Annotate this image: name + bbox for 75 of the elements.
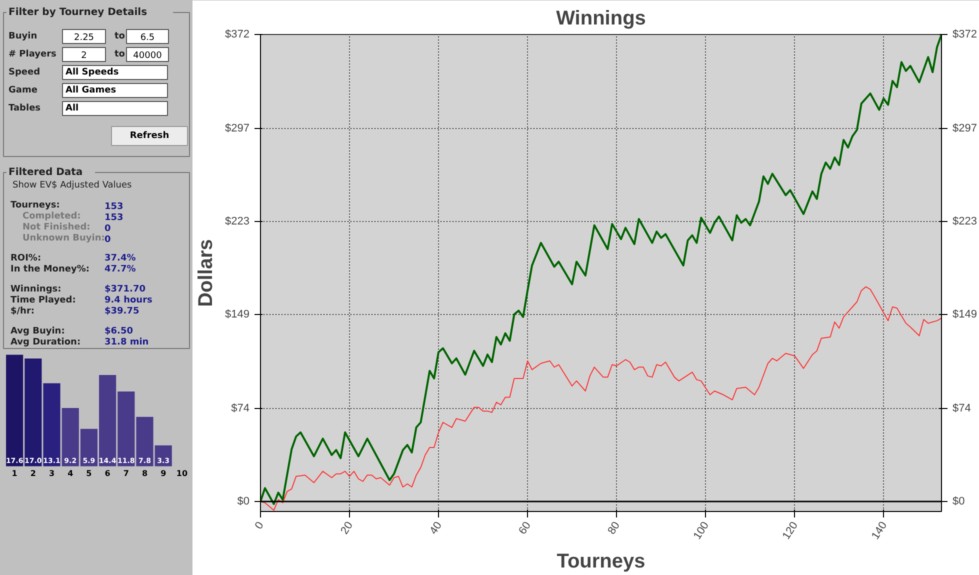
text: $/hr: [10, 306, 34, 316]
text: Show EV$ Adjusted Values [12, 180, 132, 190]
x-tick-label: 80 [606, 520, 622, 537]
x-tick-label: 4 [68, 468, 74, 478]
text: 0 [104, 224, 111, 234]
y2-tick-label: $223 [952, 216, 977, 228]
text: 9.4 hours [104, 296, 152, 306]
line-series [260, 34, 942, 505]
x-tick-label: 20 [338, 520, 356, 537]
x-axis-title: Tourneys [556, 550, 646, 572]
text: Game [8, 86, 38, 96]
text: Tourneys: [10, 200, 60, 210]
y-axis-title: Dollars [195, 239, 218, 307]
text: Time Played: [10, 296, 76, 306]
text: 31.8 min [104, 338, 149, 348]
text: 2.25 [74, 33, 94, 43]
x-tick-label: 40 [428, 520, 444, 537]
x-tick-label: 9 [160, 468, 167, 478]
x-tick-label: 1 [12, 468, 18, 478]
text: All [66, 104, 79, 114]
x-tick-label: 5 [86, 468, 92, 478]
x-tick-label: 7 [123, 468, 129, 478]
text: Speed [8, 68, 40, 78]
text: 37.4% [104, 254, 136, 264]
y-tick-label: $0 [237, 495, 250, 508]
text: 40000 [133, 51, 162, 61]
text: Tables [8, 104, 41, 114]
text: Not Finished: [22, 222, 90, 232]
text: Refresh [130, 131, 170, 141]
text: Completed: [22, 212, 81, 222]
y-tick-label: $297 [225, 122, 250, 135]
text: 153 [104, 202, 124, 212]
y-tick-label: $372 [225, 28, 250, 40]
y2-tick-label: $372 [952, 28, 977, 40]
y2-tick-label: $149 [952, 308, 977, 320]
text: ROI%: [10, 254, 42, 264]
text: $6.50 [104, 326, 133, 336]
x-tick-label: 6 [104, 468, 111, 478]
text: $371.70 [104, 284, 146, 294]
text: to [114, 32, 125, 42]
text: Avg Duration: [10, 338, 81, 348]
text: All Speeds [66, 68, 119, 78]
text: # Players [8, 50, 56, 60]
chart-title: Winnings [556, 8, 646, 30]
text: Buyin [8, 32, 38, 42]
text: Unknown Buyin: [22, 234, 105, 244]
text: Avg Buyin: [10, 326, 65, 336]
text: 153 [104, 213, 124, 223]
x-tick-label: 100 [691, 520, 712, 542]
text: Filter by Tourney Details [8, 7, 148, 18]
x-tick-label: 140 [870, 520, 890, 542]
x-tick-label: 0 [252, 520, 266, 532]
y-tick-label: $149 [225, 308, 250, 320]
bar [43, 383, 60, 466]
x-tick-label: 120 [780, 520, 801, 542]
text: Filtered Data [8, 167, 83, 178]
text: to [114, 50, 125, 60]
text: 0 [104, 235, 111, 245]
y2-tick-label: $297 [952, 122, 977, 135]
text: Winnings: [10, 284, 62, 294]
text: 6.5 [140, 33, 155, 43]
x-tick-label: 60 [516, 520, 534, 537]
text: In the Money%: [10, 264, 90, 274]
x-tick-label: 3 [48, 468, 55, 478]
x-tick-label: 10 [176, 468, 188, 478]
text: 47.7% [104, 264, 136, 274]
x-tick-label: 2 [30, 468, 36, 478]
text: $39.75 [104, 306, 140, 316]
y2-tick-label: $0 [952, 495, 965, 508]
x-tick-label: 8 [142, 468, 148, 478]
y-tick-label: $223 [225, 216, 250, 228]
y-tick-label: $74 [231, 402, 250, 415]
text: All Games [66, 86, 116, 96]
y2-tick-label: $74 [952, 402, 971, 415]
text: 2 [81, 51, 87, 61]
